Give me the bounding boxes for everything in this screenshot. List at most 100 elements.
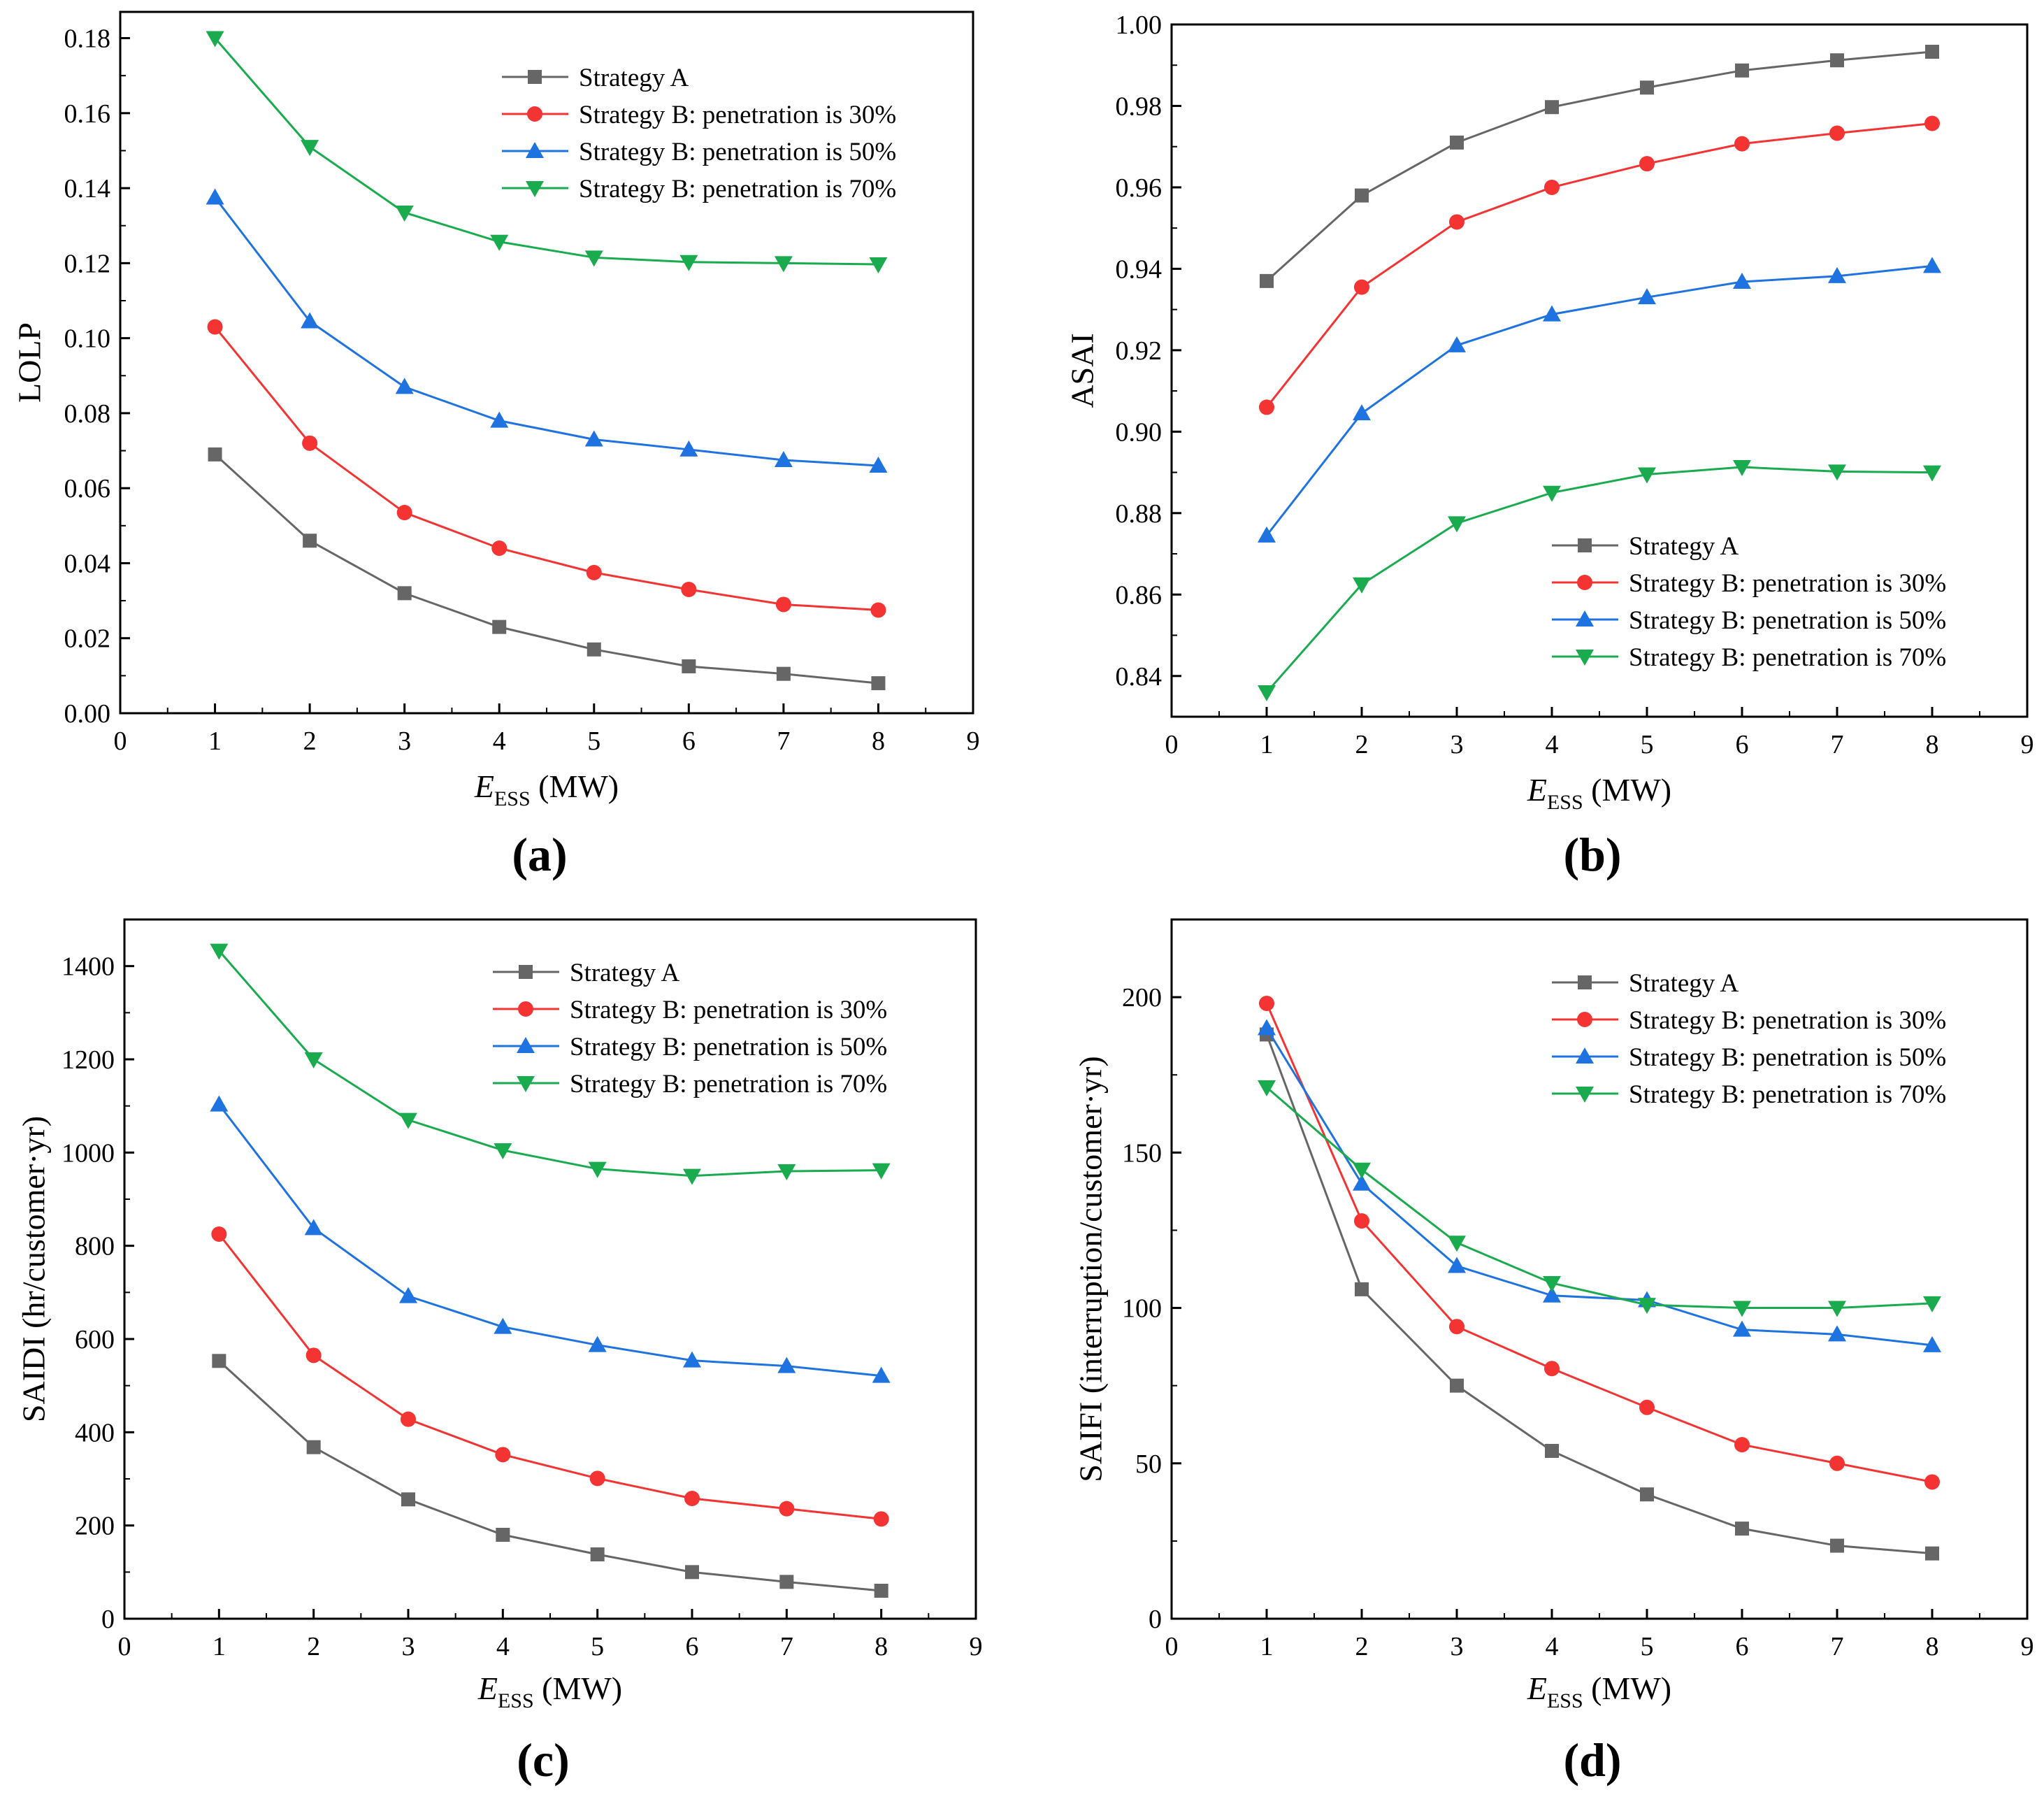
data-point [1448, 336, 1466, 352]
data-point [873, 1511, 889, 1527]
x-axis-label: EESS (MW) [1527, 772, 1671, 814]
data-point [586, 564, 602, 580]
legend-label: Strategy B: penetration is 70% [570, 1070, 887, 1098]
series-line-4 [1266, 1086, 1933, 1310]
y-tick-label: 0.92 [1116, 336, 1163, 366]
data-point [1544, 179, 1560, 195]
y-axis-label: SAIDI (hr/customer·yr) [16, 1116, 52, 1422]
y-tick-label: 0 [1149, 1605, 1162, 1634]
legend-marker [518, 1001, 533, 1017]
data-point [210, 1095, 229, 1112]
x-tick-label: 9 [2021, 1632, 2034, 1661]
data-point [1923, 1336, 1941, 1352]
data-point [1924, 115, 1940, 131]
x-axis-label-unit: (MW) [1583, 772, 1671, 808]
x-tick-label: 2 [1355, 730, 1369, 759]
x-tick-label: 8 [872, 726, 885, 756]
x-tick-label: 5 [591, 1632, 604, 1661]
x-tick-label: 0 [1165, 730, 1179, 759]
y-tick-label: 1200 [62, 1045, 115, 1075]
legend-label: Strategy B: penetration is 30% [1629, 1006, 1946, 1035]
y-tick-label: 1000 [62, 1138, 115, 1168]
data-point [1638, 467, 1656, 484]
y-tick-label: 0.96 [1116, 173, 1163, 203]
x-axis-label-sub: ESS [494, 787, 531, 810]
y-axis-label: LOLP [12, 322, 48, 403]
data-point [302, 435, 318, 451]
data-point [584, 430, 603, 447]
data-point [1830, 1538, 1844, 1553]
y-tick-label: 100 [1122, 1294, 1162, 1324]
data-point [496, 1528, 510, 1542]
chart-panel-b: 0 1 2 3 4 5 6 7 8 9 0.84 0.86 0.88 0.90 0.92 0.94 0.96 0.… [1065, 10, 2034, 881]
data-point [1735, 63, 1749, 78]
data-point [1450, 1378, 1464, 1393]
data-point [682, 659, 696, 673]
y-tick-label: 50 [1135, 1449, 1162, 1479]
data-point [1640, 80, 1654, 95]
data-point [872, 1366, 891, 1383]
data-point [1925, 45, 1939, 59]
plot-frame [123, 918, 977, 1620]
data-point [1638, 1298, 1656, 1315]
y-tick-label: 0.18 [64, 24, 111, 54]
x-tick-label: 0 [118, 1632, 131, 1661]
data-point [870, 602, 886, 618]
data-point [1449, 214, 1464, 230]
data-point [1448, 1236, 1466, 1252]
data-point [1733, 460, 1751, 477]
data-point [490, 411, 509, 428]
data-point [1923, 257, 1941, 273]
data-point [1639, 1399, 1655, 1415]
data-point [1258, 685, 1276, 702]
series-line-4 [1265, 466, 1933, 694]
x-axis-label-unit: (MW) [534, 1670, 622, 1706]
legend-marker [519, 965, 533, 979]
y-tick-label: 0.98 [1116, 92, 1163, 121]
data-point [1353, 1162, 1371, 1179]
data-point [212, 1354, 226, 1368]
data-point [1353, 1174, 1371, 1191]
data-point [1640, 1487, 1654, 1502]
data-point [869, 457, 888, 473]
x-axis-label-main: E [477, 1670, 498, 1706]
data-point [301, 140, 319, 157]
data-point [1829, 125, 1845, 141]
data-point [206, 188, 224, 205]
x-tick-label: 1 [1260, 1632, 1274, 1661]
series-line-1 [218, 1360, 881, 1592]
series-line-3 [1265, 1027, 1933, 1347]
legend-label: Strategy A [570, 959, 680, 987]
data-point [1354, 279, 1369, 295]
data-point [1638, 288, 1656, 305]
data-point [1260, 273, 1274, 288]
legend: Strategy A Strategy B: penetration is 30%… [1552, 969, 1946, 1109]
legend-marker [527, 106, 542, 122]
x-tick-label: 4 [1546, 730, 1559, 759]
x-tick-label: 3 [1451, 1632, 1464, 1661]
x-tick-label: 7 [777, 726, 790, 756]
legend-marker [528, 70, 542, 84]
x-tick-label: 2 [1355, 1632, 1369, 1661]
y-tick-label: 0.90 [1116, 417, 1163, 447]
data-point [1450, 135, 1464, 150]
legend-label: Strategy A [579, 64, 689, 92]
legend-marker [1577, 1012, 1592, 1027]
data-point [590, 1547, 605, 1561]
series-line-1 [1265, 50, 1933, 282]
data-point [1355, 188, 1369, 203]
legend-marker [526, 181, 544, 197]
x-tick-label: 8 [1926, 730, 1939, 759]
data-point [207, 319, 223, 335]
y-tick-label: 0.12 [64, 249, 111, 278]
data-point [1543, 485, 1561, 502]
data-point [301, 312, 319, 329]
data-point [1449, 1319, 1464, 1335]
data-point [1353, 577, 1371, 594]
data-point [1544, 1361, 1560, 1377]
series-line-1 [214, 453, 879, 685]
y-tick-label: 0.94 [1116, 255, 1163, 284]
x-tick-label: 4 [496, 1632, 510, 1661]
legend-label: Strategy B: penetration is 50% [1629, 606, 1946, 635]
